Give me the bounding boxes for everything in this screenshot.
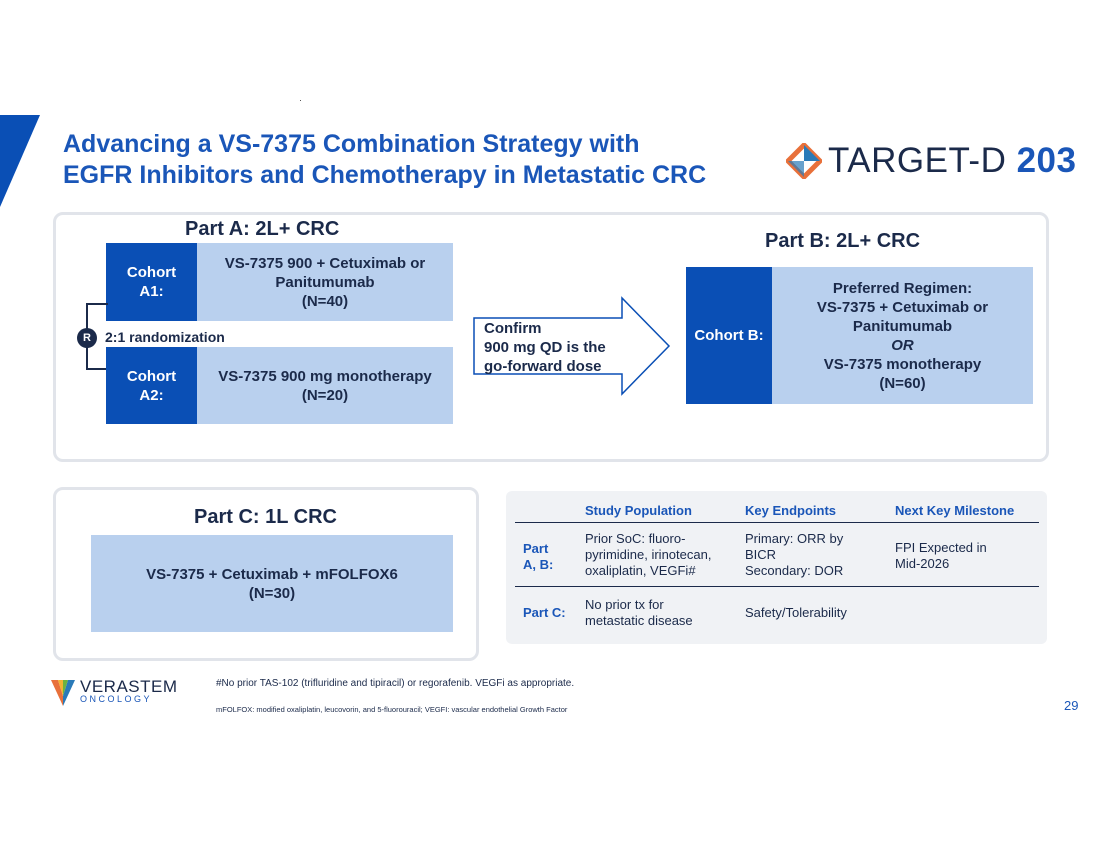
table-rule-top <box>515 522 1039 523</box>
row-ab-label-2: A, B: <box>523 557 554 572</box>
cohort-b-line-5: VS-7375 monotherapy <box>823 355 982 373</box>
table-header-endpoints: Key Endpoints <box>745 503 837 518</box>
cohort-b-or: OR <box>891 336 914 354</box>
part-a-heading: Part A: 2L+ CRC <box>185 218 340 240</box>
cohort-a2-line-2: (N=20) <box>301 386 349 404</box>
row-c-endpoints: Safety/Tolerability <box>745 605 847 621</box>
cohort-a1-body: VS-7375 900 + Cetuximab or Panitumumab (… <box>197 243 453 321</box>
logo-text: TARGET-D <box>828 141 1007 180</box>
cohort-a1-label: Cohort A1: <box>106 243 197 321</box>
row-c-population: No prior tx for metastatic disease <box>585 597 693 629</box>
part-c-body: VS-7375 + Cetuximab + mFOLFOX6 (N=30) <box>91 535 453 632</box>
cohort-b-body: Preferred Regimen: VS-7375 + Cetuximab o… <box>772 267 1033 404</box>
arrow-line-2: 900 mg QD is the <box>484 339 606 356</box>
table-row-label-ab: Part A, B: <box>523 541 553 573</box>
summary-table <box>506 491 1047 644</box>
part-c-line-2: (N=30) <box>248 584 296 602</box>
cohort-a1-label-2: A1: <box>139 283 164 300</box>
part-b-heading: Part B: 2L+ CRC <box>765 230 921 252</box>
row-ab-endpoints-1: Primary: ORR by <box>745 531 844 546</box>
cohort-b-line-3: Panitumumab <box>852 317 953 335</box>
row-ab-milestone-1: FPI Expected in <box>895 540 987 555</box>
stray-dot <box>300 100 301 101</box>
table-header-milestone: Next Key Milestone <box>895 503 1015 518</box>
title-line-2: EGFR Inhibitors and Chemotherapy in Meta… <box>63 161 707 189</box>
cohort-a1-line-2: Panitumumab <box>275 273 375 291</box>
title-line-1: Advancing a VS-7375 Combination Strategy… <box>63 130 640 158</box>
row-ab-milestone: FPI Expected in Mid-2026 <box>895 540 987 572</box>
row-ab-label-1: Part <box>523 541 549 556</box>
randomization-label: 2:1 randomization <box>105 329 225 345</box>
table-row-label-c: Part C: <box>523 605 566 620</box>
row-ab-endpoints-2: BICR <box>745 547 777 562</box>
part-c-line-1: VS-7375 + Cetuximab + mFOLFOX6 <box>146 565 398 583</box>
verastem-mark-icon <box>51 680 75 706</box>
row-c-endpoints-1: Safety/Tolerability <box>745 605 847 620</box>
row-ab-population-3: oxaliplatin, VEGFi# <box>585 563 696 578</box>
cohort-b-line-1: Preferred Regimen: <box>832 279 973 297</box>
cohort-b-line-2: VS-7375 + Cetuximab or <box>816 298 989 316</box>
brand-sub: ONCOLOGY <box>80 694 153 704</box>
row-c-population-2: metastatic disease <box>585 613 693 628</box>
target-d-mark-icon <box>786 143 822 179</box>
cohort-b-label: Cohort B: <box>686 267 772 404</box>
randomization-badge: R <box>77 328 97 348</box>
cohort-a2-label-2: A2: <box>139 386 164 404</box>
cohort-a2-label-1: Cohort <box>126 367 177 385</box>
cohort-a2-label: Cohort A2: <box>106 347 197 424</box>
arrow-line-1: Confirm <box>484 320 542 337</box>
transition-arrow <box>472 296 672 396</box>
row-ab-endpoints: Primary: ORR by BICR Secondary: DOR <box>745 531 843 579</box>
page-number: 29 <box>1064 698 1079 713</box>
row-ab-milestone-2: Mid-2026 <box>895 556 950 571</box>
cohort-a2-body: VS-7375 900 mg monotherapy (N=20) <box>197 347 453 424</box>
cohort-a1-line-3: (N=40) <box>301 292 349 310</box>
row-ab-population-2: pyrimidine, irinotecan, <box>585 547 712 562</box>
accent-shape <box>0 115 40 207</box>
row-c-population-1: No prior tx for <box>585 597 664 612</box>
brand-name: VERASTEM <box>80 677 178 696</box>
transition-arrow-text: Confirm 900 mg QD is the go-forward dose <box>484 319 606 376</box>
target-d-logo: TARGET-D 203 <box>786 139 1077 183</box>
row-ab-population: Prior SoC: fluoro- pyrimidine, irinoteca… <box>585 531 711 579</box>
arrow-line-3: go-forward dose <box>484 358 602 375</box>
footnote-1: #No prior TAS-102 (trifluridine and tipi… <box>216 678 575 689</box>
table-header-population: Study Population <box>585 503 692 518</box>
part-c-heading: Part C: 1L CRC <box>194 506 337 528</box>
verastem-logo: VERASTEM ONCOLOGY <box>50 678 178 708</box>
row-ab-endpoints-3: Secondary: DOR <box>745 563 844 578</box>
page-title: Advancing a VS-7375 Combination Strategy… <box>63 129 793 191</box>
cohort-a2-line-1: VS-7375 900 mg monotherapy <box>218 367 432 385</box>
logo-number: 203 <box>1016 141 1077 180</box>
cohort-a1-label-1: Cohort <box>126 264 177 281</box>
row-ab-population-1: Prior SoC: fluoro- <box>585 531 686 546</box>
footnote-2: mFOLFOX: modified oxaliplatin, leucovori… <box>216 705 568 714</box>
cohort-a1-line-1: VS-7375 900 + Cetuximab or <box>224 254 426 272</box>
table-rule-middle <box>515 586 1039 587</box>
cohort-b-line-6: (N=60) <box>879 374 926 392</box>
